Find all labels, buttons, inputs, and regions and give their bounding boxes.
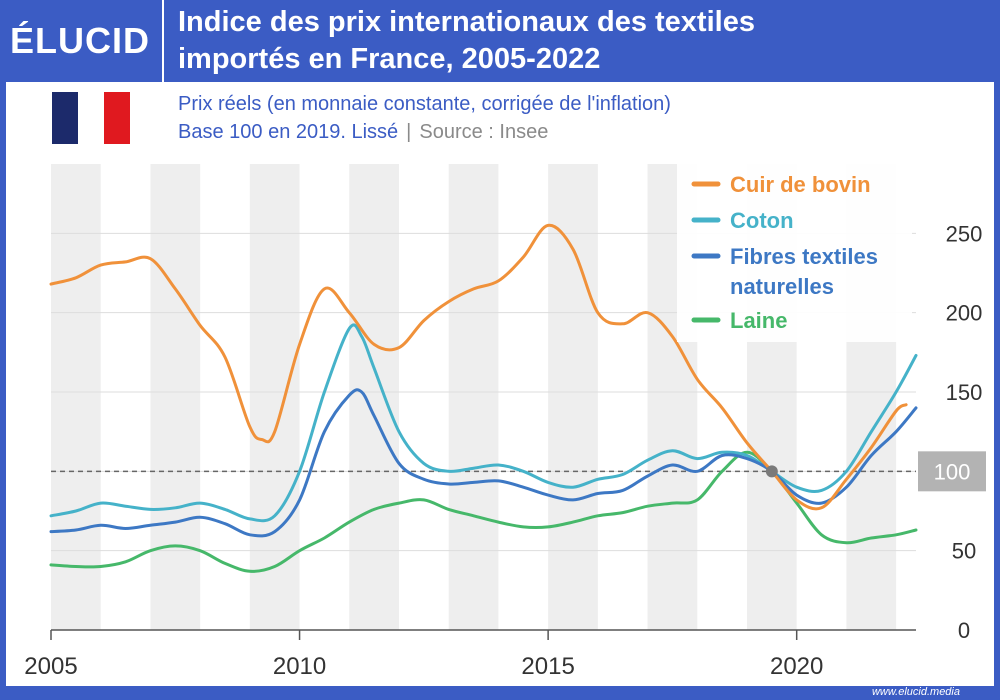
- subtitle-line-2: Base 100 en 2019. Lissé | Source : Insee: [178, 118, 671, 146]
- subtitle-line-1: Prix réels (en monnaie constante, corrig…: [178, 93, 671, 115]
- elucid-logo: ÉLUCID: [10, 20, 150, 61]
- chart-subtitle: Prix réels (en monnaie constante, corrig…: [178, 90, 671, 146]
- x-tick-label: 2010: [273, 653, 326, 680]
- y-tick-label: 300: [946, 164, 983, 167]
- grid-band: [249, 164, 300, 630]
- y-tick-label: 150: [946, 380, 983, 405]
- x-tick-label: 2020: [770, 653, 823, 680]
- chart-panel: Prix réels (en monnaie constante, corrig…: [6, 82, 994, 686]
- subtitle-base-text: Base 100 en 2019. Lissé: [178, 121, 399, 143]
- subtitle-source: Source : Insee: [419, 121, 549, 143]
- y-tick-label: 200: [946, 301, 983, 326]
- grid-band: [349, 164, 399, 630]
- base-point: [765, 465, 778, 478]
- reference-label-box: [918, 451, 986, 492]
- footer-url: www.elucid.media: [871, 686, 960, 698]
- subtitle-separator: |: [406, 121, 412, 143]
- legend-label: Coton: [730, 208, 794, 233]
- legend-label: Fibres textiles naturelles: [730, 244, 878, 299]
- chart-title: Indice des prix internationaux des texti…: [178, 6, 755, 75]
- reference-label: 100: [934, 459, 971, 484]
- grid-band: [548, 164, 598, 630]
- legend-box: [677, 164, 912, 342]
- y-tick-label: 50: [952, 539, 976, 564]
- flag-stripe-blue: [52, 92, 78, 144]
- line-chart: 2005 2010 2015 2020 0 50 150 200 250 300 100 Cuir d…: [24, 164, 986, 680]
- legend-label: Laine: [730, 308, 787, 333]
- y-tick-label: 250: [946, 221, 983, 246]
- legend-label: Cuir de bovin: [730, 172, 871, 197]
- header-divider: [162, 0, 164, 82]
- flag-stripe-red: [104, 92, 130, 144]
- flag-stripe-white: [78, 92, 104, 144]
- grid-band: [448, 164, 499, 630]
- grid-band: [150, 164, 201, 630]
- x-tick-label: 2005: [24, 653, 77, 680]
- grid-band: [51, 164, 101, 630]
- france-flag-icon: [52, 92, 130, 144]
- x-tick-label: 2015: [521, 653, 574, 680]
- y-tick-label: 0: [958, 618, 970, 643]
- header: ÉLUCID Indice des prix internationaux de…: [0, 0, 1000, 82]
